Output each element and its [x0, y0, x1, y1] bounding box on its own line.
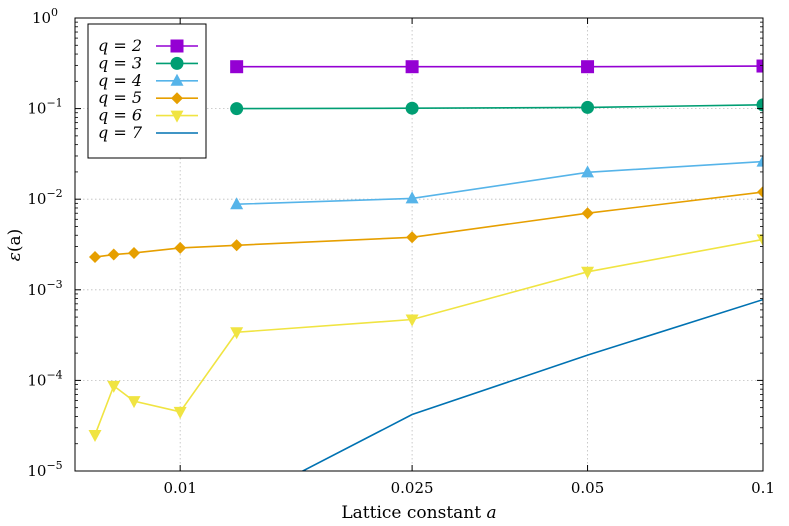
- data-point: [405, 314, 419, 327]
- series-1: [230, 59, 763, 74]
- series-line: [94, 238, 763, 436]
- y-tick-label: 10−1: [27, 97, 62, 118]
- data-point: [89, 251, 102, 264]
- x-axis-title: Lattice constant a: [341, 503, 496, 523]
- legend-label: q = 5: [98, 88, 142, 107]
- series-line: [236, 104, 763, 110]
- data-point: [230, 239, 243, 252]
- data-point: [405, 101, 419, 115]
- legend-swatch-marker: [170, 56, 184, 70]
- legend: q = 2q = 3q = 4q = 5q = 6q = 7: [87, 23, 207, 159]
- data-point: [230, 327, 244, 340]
- plot-frame: [74, 17, 764, 472]
- data-point: [756, 98, 763, 112]
- series-4: [89, 186, 763, 264]
- y-tick-label: 10−2: [27, 187, 62, 208]
- y-tick-label: 10−4: [27, 368, 62, 389]
- x-tick-label: 0.1: [751, 479, 775, 497]
- data-point: [405, 60, 419, 74]
- series-line: [236, 160, 763, 206]
- data-point: [127, 396, 141, 409]
- data-point: [581, 60, 595, 74]
- legend-label: q = 6: [98, 106, 142, 125]
- series-2: [230, 98, 763, 116]
- data-point: [406, 231, 419, 244]
- y-axis-title: ε(a): [5, 229, 25, 262]
- legend-label: q = 4: [98, 71, 142, 90]
- data-point: [230, 60, 244, 74]
- series-line: [236, 65, 763, 68]
- legend-label: q = 3: [98, 53, 142, 72]
- legend-label: q = 7: [98, 123, 143, 142]
- series-3: [230, 154, 763, 210]
- data-point: [581, 165, 595, 178]
- tick-layer: 0.01 0.025 0.05 0.1 100 10−1 10−2 10−3 10−4 10−5: [27, 6, 775, 497]
- legend-swatch-marker: [170, 73, 184, 86]
- data-point: [756, 59, 763, 73]
- data-point: [107, 380, 121, 393]
- legend-label: q = 2: [98, 36, 142, 55]
- data-point: [174, 241, 187, 254]
- data-point: [128, 246, 141, 259]
- data-point: [405, 191, 419, 204]
- data-point: [173, 406, 187, 419]
- data-point: [581, 207, 594, 220]
- data-point: [581, 266, 595, 279]
- series-line: [301, 298, 763, 471]
- data-point: [756, 234, 763, 247]
- x-tick-label: 0.01: [163, 479, 196, 497]
- y-tick-label: 100: [32, 6, 58, 27]
- y-tick-label: 10−3: [27, 278, 62, 299]
- series-line: [94, 191, 763, 258]
- legend-swatch-marker: [170, 39, 184, 53]
- series-6: [301, 298, 763, 471]
- data-point: [230, 102, 244, 116]
- data-point: [756, 154, 763, 167]
- series-layer: [88, 59, 763, 471]
- x-tick-label: 0.05: [571, 479, 604, 497]
- legend-swatch-marker: [170, 110, 184, 123]
- data-point: [230, 197, 244, 210]
- y-tick-label: 10−5: [27, 459, 62, 480]
- legend-swatch-marker: [171, 92, 183, 105]
- data-point: [88, 429, 102, 442]
- series-5: [88, 234, 763, 442]
- data-point: [757, 186, 763, 199]
- data-point: [107, 248, 120, 261]
- data-point: [581, 100, 595, 114]
- x-tick-label: 0.025: [391, 479, 434, 497]
